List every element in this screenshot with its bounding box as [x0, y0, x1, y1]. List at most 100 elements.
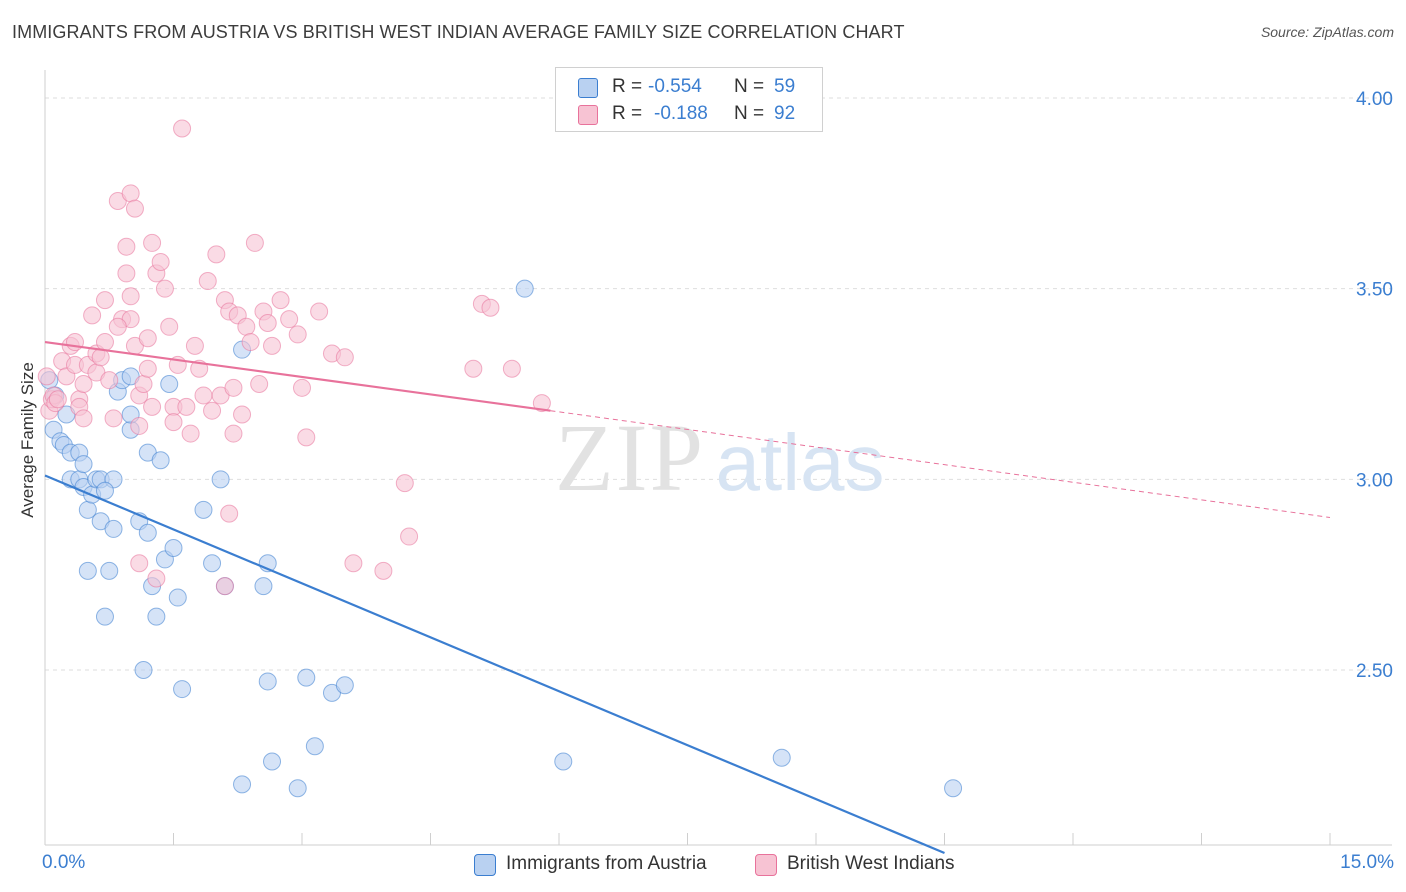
point-austria [772, 748, 791, 767]
point-british-west-indians [400, 527, 419, 546]
y-tick-label: 2.50 [1356, 661, 1393, 682]
point-british-west-indians [297, 428, 316, 447]
point-british-west-indians [245, 233, 264, 252]
point-british-west-indians [138, 359, 157, 378]
point-british-west-indians [130, 416, 149, 435]
point-british-west-indians [155, 279, 174, 298]
point-british-west-indians [130, 554, 149, 573]
point-british-west-indians [194, 386, 213, 405]
legend-n-label: N = [734, 76, 765, 97]
y-tick-label: 3.00 [1356, 470, 1393, 491]
point-british-west-indians [143, 233, 162, 252]
point-british-west-indians [374, 561, 393, 580]
legend-r-label: R = [612, 103, 643, 124]
point-austria [164, 538, 183, 557]
point-austria [335, 676, 354, 695]
point-austria [151, 451, 170, 470]
source-label: Source: ZipAtlas.com [1260, 24, 1394, 40]
point-british-west-indians [344, 554, 363, 573]
point-british-west-indians [138, 329, 157, 348]
legend-swatch-bwi [755, 854, 777, 876]
point-british-west-indians [280, 310, 299, 329]
point-british-west-indians [108, 317, 127, 336]
point-british-west-indians [117, 237, 136, 256]
correlation-legend: R = -0.554 N = 59 R = -0.188 N = 92 [555, 67, 823, 132]
point-british-west-indians [125, 199, 144, 218]
point-british-west-indians [134, 375, 153, 393]
point-british-west-indians [104, 409, 123, 428]
y-tick-label: 4.00 [1356, 89, 1393, 110]
point-british-west-indians [121, 287, 140, 306]
point-british-west-indians [224, 378, 243, 397]
point-british-west-indians [224, 424, 243, 443]
legend-n-value-bwi: 92 [774, 103, 796, 124]
point-british-west-indians [117, 264, 136, 283]
point-british-west-indians [95, 291, 114, 310]
point-austria [104, 519, 123, 538]
y-axis-label: Average Family Size [18, 362, 37, 518]
point-british-west-indians [215, 577, 234, 596]
point-austria [297, 668, 316, 687]
point-british-west-indians [395, 474, 414, 493]
point-austria [203, 554, 222, 573]
point-british-west-indians [198, 272, 217, 291]
point-austria [95, 607, 114, 626]
point-british-west-indians [207, 245, 226, 264]
point-british-west-indians [74, 375, 93, 393]
trend-line-british-west-indians [44, 340, 551, 412]
point-british-west-indians [95, 333, 114, 352]
point-british-west-indians [48, 390, 67, 409]
legend-label-bwi: British West Indians [787, 853, 955, 874]
point-british-west-indians [532, 394, 551, 413]
point-british-west-indians [203, 401, 222, 420]
gridlines [45, 97, 1392, 671]
point-british-west-indians [271, 291, 290, 310]
watermark: ZIP atlas [555, 404, 884, 511]
point-british-west-indians [121, 184, 140, 203]
legend-r-value-bwi: -0.188 [654, 103, 708, 124]
point-austria [173, 680, 192, 699]
legend-r-label: R = [612, 76, 643, 97]
legend-n-value-austria: 59 [774, 76, 796, 97]
point-british-west-indians [177, 397, 196, 416]
point-austria [258, 672, 277, 691]
watermark-zip: ZIP [555, 404, 705, 511]
legend-swatch-austria [474, 854, 496, 876]
point-austria [211, 470, 230, 489]
point-austria [233, 775, 252, 794]
point-british-west-indians [288, 325, 307, 344]
series-legend: Immigrants from Austria British West Ind… [0, 852, 1406, 878]
point-austria [288, 779, 307, 798]
point-austria [138, 523, 157, 542]
point-austria [254, 577, 273, 596]
point-british-west-indians [164, 413, 183, 432]
point-british-west-indians [335, 348, 354, 367]
point-british-west-indians [293, 378, 311, 397]
point-austria [95, 481, 114, 500]
point-british-west-indians [481, 298, 500, 317]
legend-swatch-bwi [578, 105, 598, 125]
point-british-west-indians [237, 317, 256, 336]
point-austria [944, 779, 963, 798]
point-austria [168, 588, 187, 607]
point-austria [194, 500, 213, 519]
point-british-west-indians [173, 119, 192, 138]
point-austria [305, 737, 324, 756]
x-tick-min: 0.0% [42, 852, 86, 873]
point-austria [554, 752, 573, 771]
legend-r-value-austria: -0.554 [648, 76, 702, 97]
point-british-west-indians [37, 367, 56, 386]
point-british-west-indians [241, 333, 260, 352]
y-tick-labels: 2.50 3.00 3.50 4.00 [1356, 89, 1393, 682]
axes [44, 70, 1392, 846]
point-british-west-indians [147, 569, 166, 588]
legend-label-austria: Immigrants from Austria [506, 853, 707, 874]
point-austria [263, 752, 282, 771]
point-british-west-indians [263, 336, 282, 355]
point-austria [134, 661, 153, 679]
trend-line-austria [44, 474, 945, 855]
point-british-west-indians [185, 336, 204, 355]
point-british-west-indians [233, 405, 252, 424]
point-british-west-indians [143, 397, 162, 416]
